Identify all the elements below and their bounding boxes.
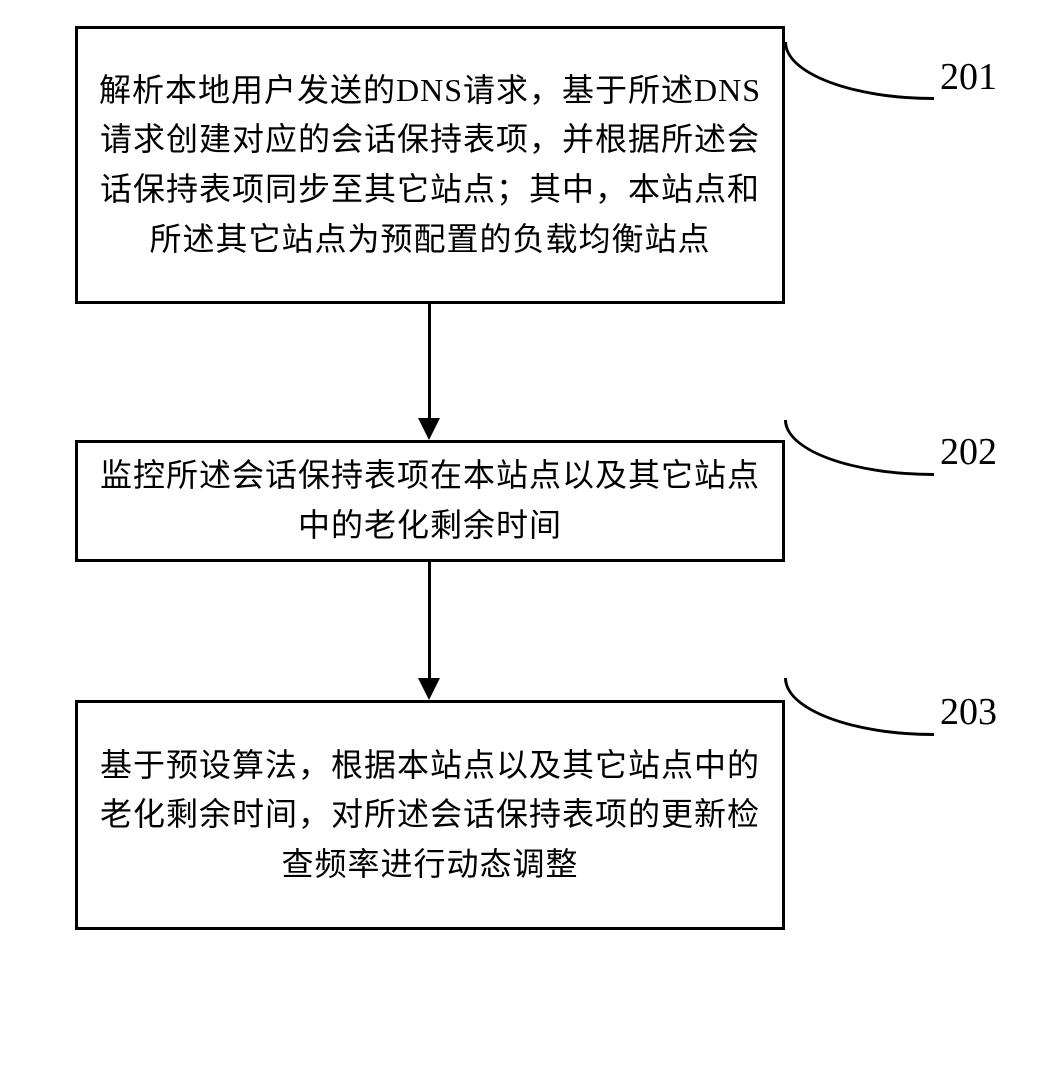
flowchart-node-201: 解析本地用户发送的DNS请求，基于所述DNS请求创建对应的会话保持表项，并根据所… [75, 26, 785, 304]
step-label-203: 203 [940, 690, 997, 734]
label-connector-202 [784, 420, 934, 476]
step-label-201: 201 [940, 55, 997, 99]
flowchart-node-201-text: 解析本地用户发送的DNS请求，基于所述DNS请求创建对应的会话保持表项，并根据所… [94, 66, 766, 264]
flowchart-node-203-text: 基于预设算法，根据本站点以及其它站点中的老化剩余时间，对所述会话保持表项的更新检… [94, 741, 766, 890]
flowchart-node-203: 基于预设算法，根据本站点以及其它站点中的老化剩余时间，对所述会话保持表项的更新检… [75, 700, 785, 930]
arrow-201-202-head [418, 418, 440, 440]
arrow-202-203-line [428, 562, 431, 678]
arrow-201-202-line [428, 304, 431, 418]
label-connector-201 [784, 42, 934, 100]
flowchart-node-202-text: 监控所述会话保持表项在本站点以及其它站点中的老化剩余时间 [94, 451, 766, 550]
label-connector-203 [784, 678, 934, 736]
flowchart-node-202: 监控所述会话保持表项在本站点以及其它站点中的老化剩余时间 [75, 440, 785, 562]
step-label-202: 202 [940, 430, 997, 474]
arrow-202-203-head [418, 678, 440, 700]
